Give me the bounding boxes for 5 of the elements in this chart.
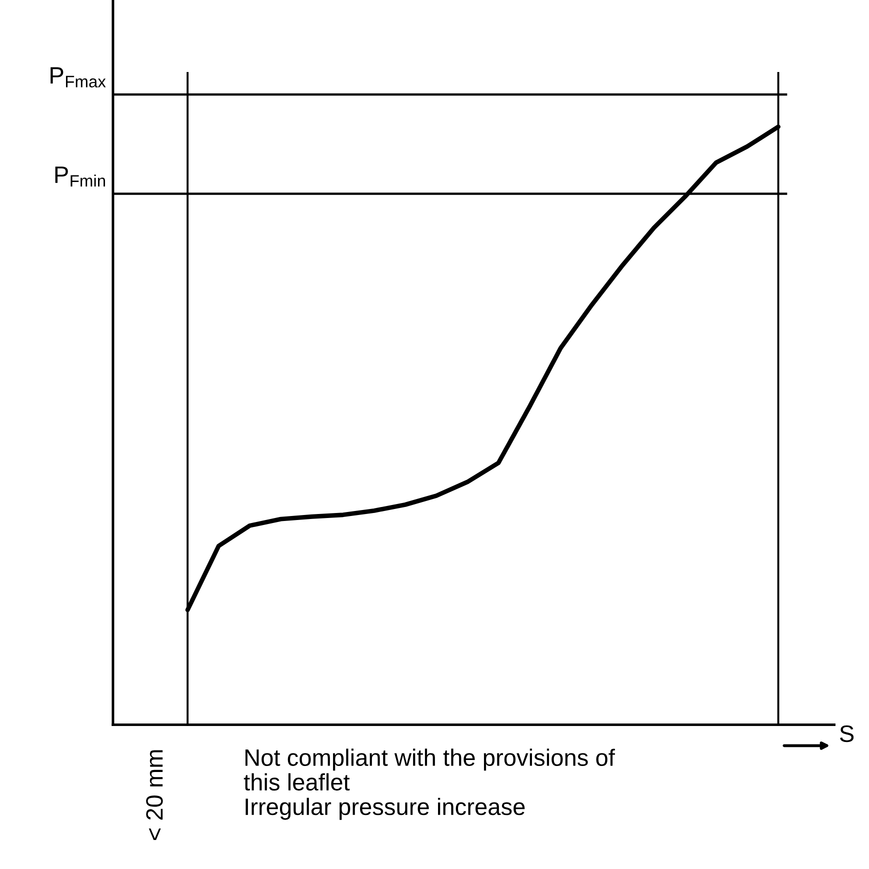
text: < 20 mm [146,750,163,840]
ref-line-label: P$_{Fmax}$ [50,67,106,88]
text: Not compliant with the provisions of this leaflet Irregular pressure increase [244,748,615,820]
x-axis-title: S [840,725,854,742]
ref-line-label: P$_{Fmin}$ [55,166,106,187]
